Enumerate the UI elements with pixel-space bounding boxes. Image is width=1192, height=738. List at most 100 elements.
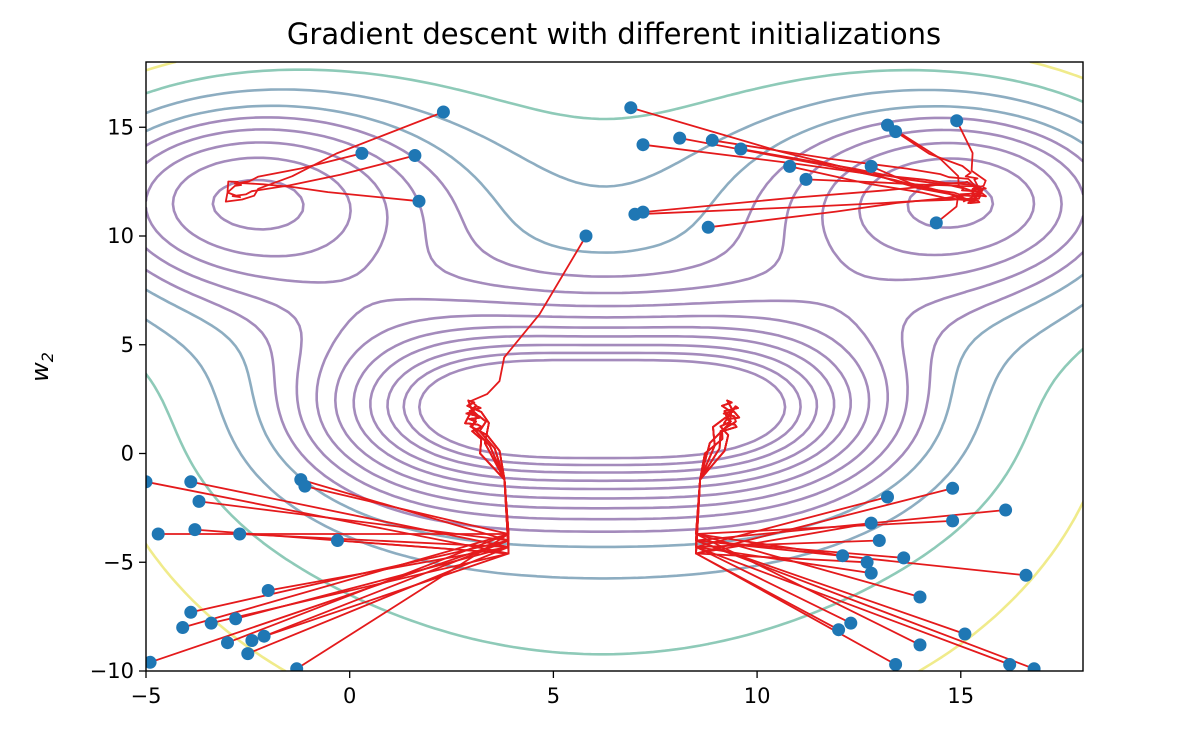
start-point	[872, 534, 886, 547]
start-point	[864, 159, 878, 173]
trajectory-line	[895, 130, 982, 193]
trajectory-line	[224, 111, 444, 203]
start-point	[946, 481, 960, 495]
start-point	[889, 125, 903, 139]
start-point	[864, 566, 878, 580]
x-tick-label: 15	[947, 684, 974, 708]
start-point	[864, 516, 878, 530]
y-tick-label: 5	[121, 333, 134, 357]
start-point	[860, 555, 874, 569]
chart-title: Gradient descent with different initiali…	[287, 17, 941, 51]
start-point	[245, 634, 259, 647]
contour-line	[211, 178, 995, 491]
start-point	[624, 101, 638, 115]
start-point	[1003, 658, 1017, 671]
y-axis-label: w2	[26, 352, 57, 382]
start-point	[355, 146, 369, 160]
start-point	[844, 616, 858, 630]
trajectory-line	[296, 409, 510, 670]
trajectory-line	[708, 191, 982, 229]
start-point	[436, 105, 450, 119]
start-point	[799, 172, 813, 186]
contour-line	[369, 334, 836, 483]
trajectory-line	[695, 409, 1027, 577]
start-point	[331, 534, 344, 547]
y-tick-label: 15	[107, 115, 134, 139]
trajectory-line	[198, 409, 510, 542]
start-point	[889, 658, 903, 671]
start-point	[913, 590, 927, 604]
start-point	[204, 616, 218, 630]
contour-line	[146, 62, 1083, 671]
contour-lines	[146, 62, 1083, 671]
start-point	[192, 494, 206, 508]
start-point	[836, 549, 850, 563]
trajectory-line	[955, 120, 987, 193]
trajectory-line	[149, 399, 510, 664]
contour-line	[146, 128, 1083, 521]
start-point	[783, 159, 797, 173]
start-point	[298, 479, 312, 493]
start-point	[832, 623, 846, 637]
start-point	[408, 149, 422, 162]
y-tick-label: 0	[121, 442, 134, 466]
start-point	[636, 138, 650, 152]
trajectory-line	[630, 106, 982, 203]
x-tick-label: 0	[343, 684, 356, 708]
trajectory-line	[695, 399, 1035, 670]
start-point	[261, 584, 275, 597]
start-point	[146, 655, 157, 669]
trajectory-line	[695, 409, 1006, 542]
x-axis: −5 0 5 10 15	[131, 671, 974, 708]
start-point	[221, 636, 234, 650]
start-point	[412, 194, 426, 208]
trajectory-line	[268, 409, 510, 592]
trajectory-line	[226, 180, 420, 203]
start-point	[290, 662, 304, 671]
start-points	[146, 101, 1041, 671]
x-tick-label: −5	[131, 684, 162, 708]
trajectory-line	[935, 186, 987, 224]
contour-line	[402, 351, 802, 467]
trajectory-line	[158, 399, 510, 535]
plot-frame	[145, 61, 1084, 672]
start-point	[233, 527, 247, 541]
trajectory-line	[712, 139, 982, 194]
contour-line	[418, 358, 787, 460]
start-point	[1019, 568, 1033, 582]
start-point	[950, 114, 964, 128]
x-tick-label: 5	[547, 684, 560, 708]
start-point	[146, 475, 153, 489]
start-point	[579, 229, 593, 243]
start-point	[999, 503, 1013, 517]
y-tick-label: 10	[107, 224, 134, 248]
y-tick-label: −10	[90, 659, 134, 683]
start-point	[701, 220, 715, 234]
start-point	[958, 627, 972, 641]
start-point	[673, 131, 687, 145]
start-point	[881, 490, 894, 504]
contour-line	[171, 156, 1036, 500]
trajectory-line	[887, 124, 987, 198]
y-axis: −10 −5 0 5 10 15	[90, 115, 146, 683]
x-tick-label: 10	[744, 684, 771, 708]
trajectories	[146, 106, 1035, 670]
start-point	[176, 621, 190, 634]
start-point	[229, 612, 243, 626]
x-axis-label: w1	[593, 730, 623, 738]
start-point	[151, 527, 165, 541]
trajectory-line	[469, 235, 587, 411]
contour-line	[146, 116, 1083, 533]
start-point	[184, 605, 198, 619]
trajectory-line	[227, 154, 416, 198]
start-point	[257, 629, 271, 643]
contour-line	[146, 141, 1063, 510]
start-point	[1027, 662, 1041, 671]
start-point	[897, 551, 911, 565]
start-point	[241, 647, 255, 661]
start-point	[734, 142, 748, 156]
start-point	[184, 475, 198, 489]
y-tick-label: −5	[103, 550, 134, 574]
trajectory-line	[634, 192, 983, 216]
